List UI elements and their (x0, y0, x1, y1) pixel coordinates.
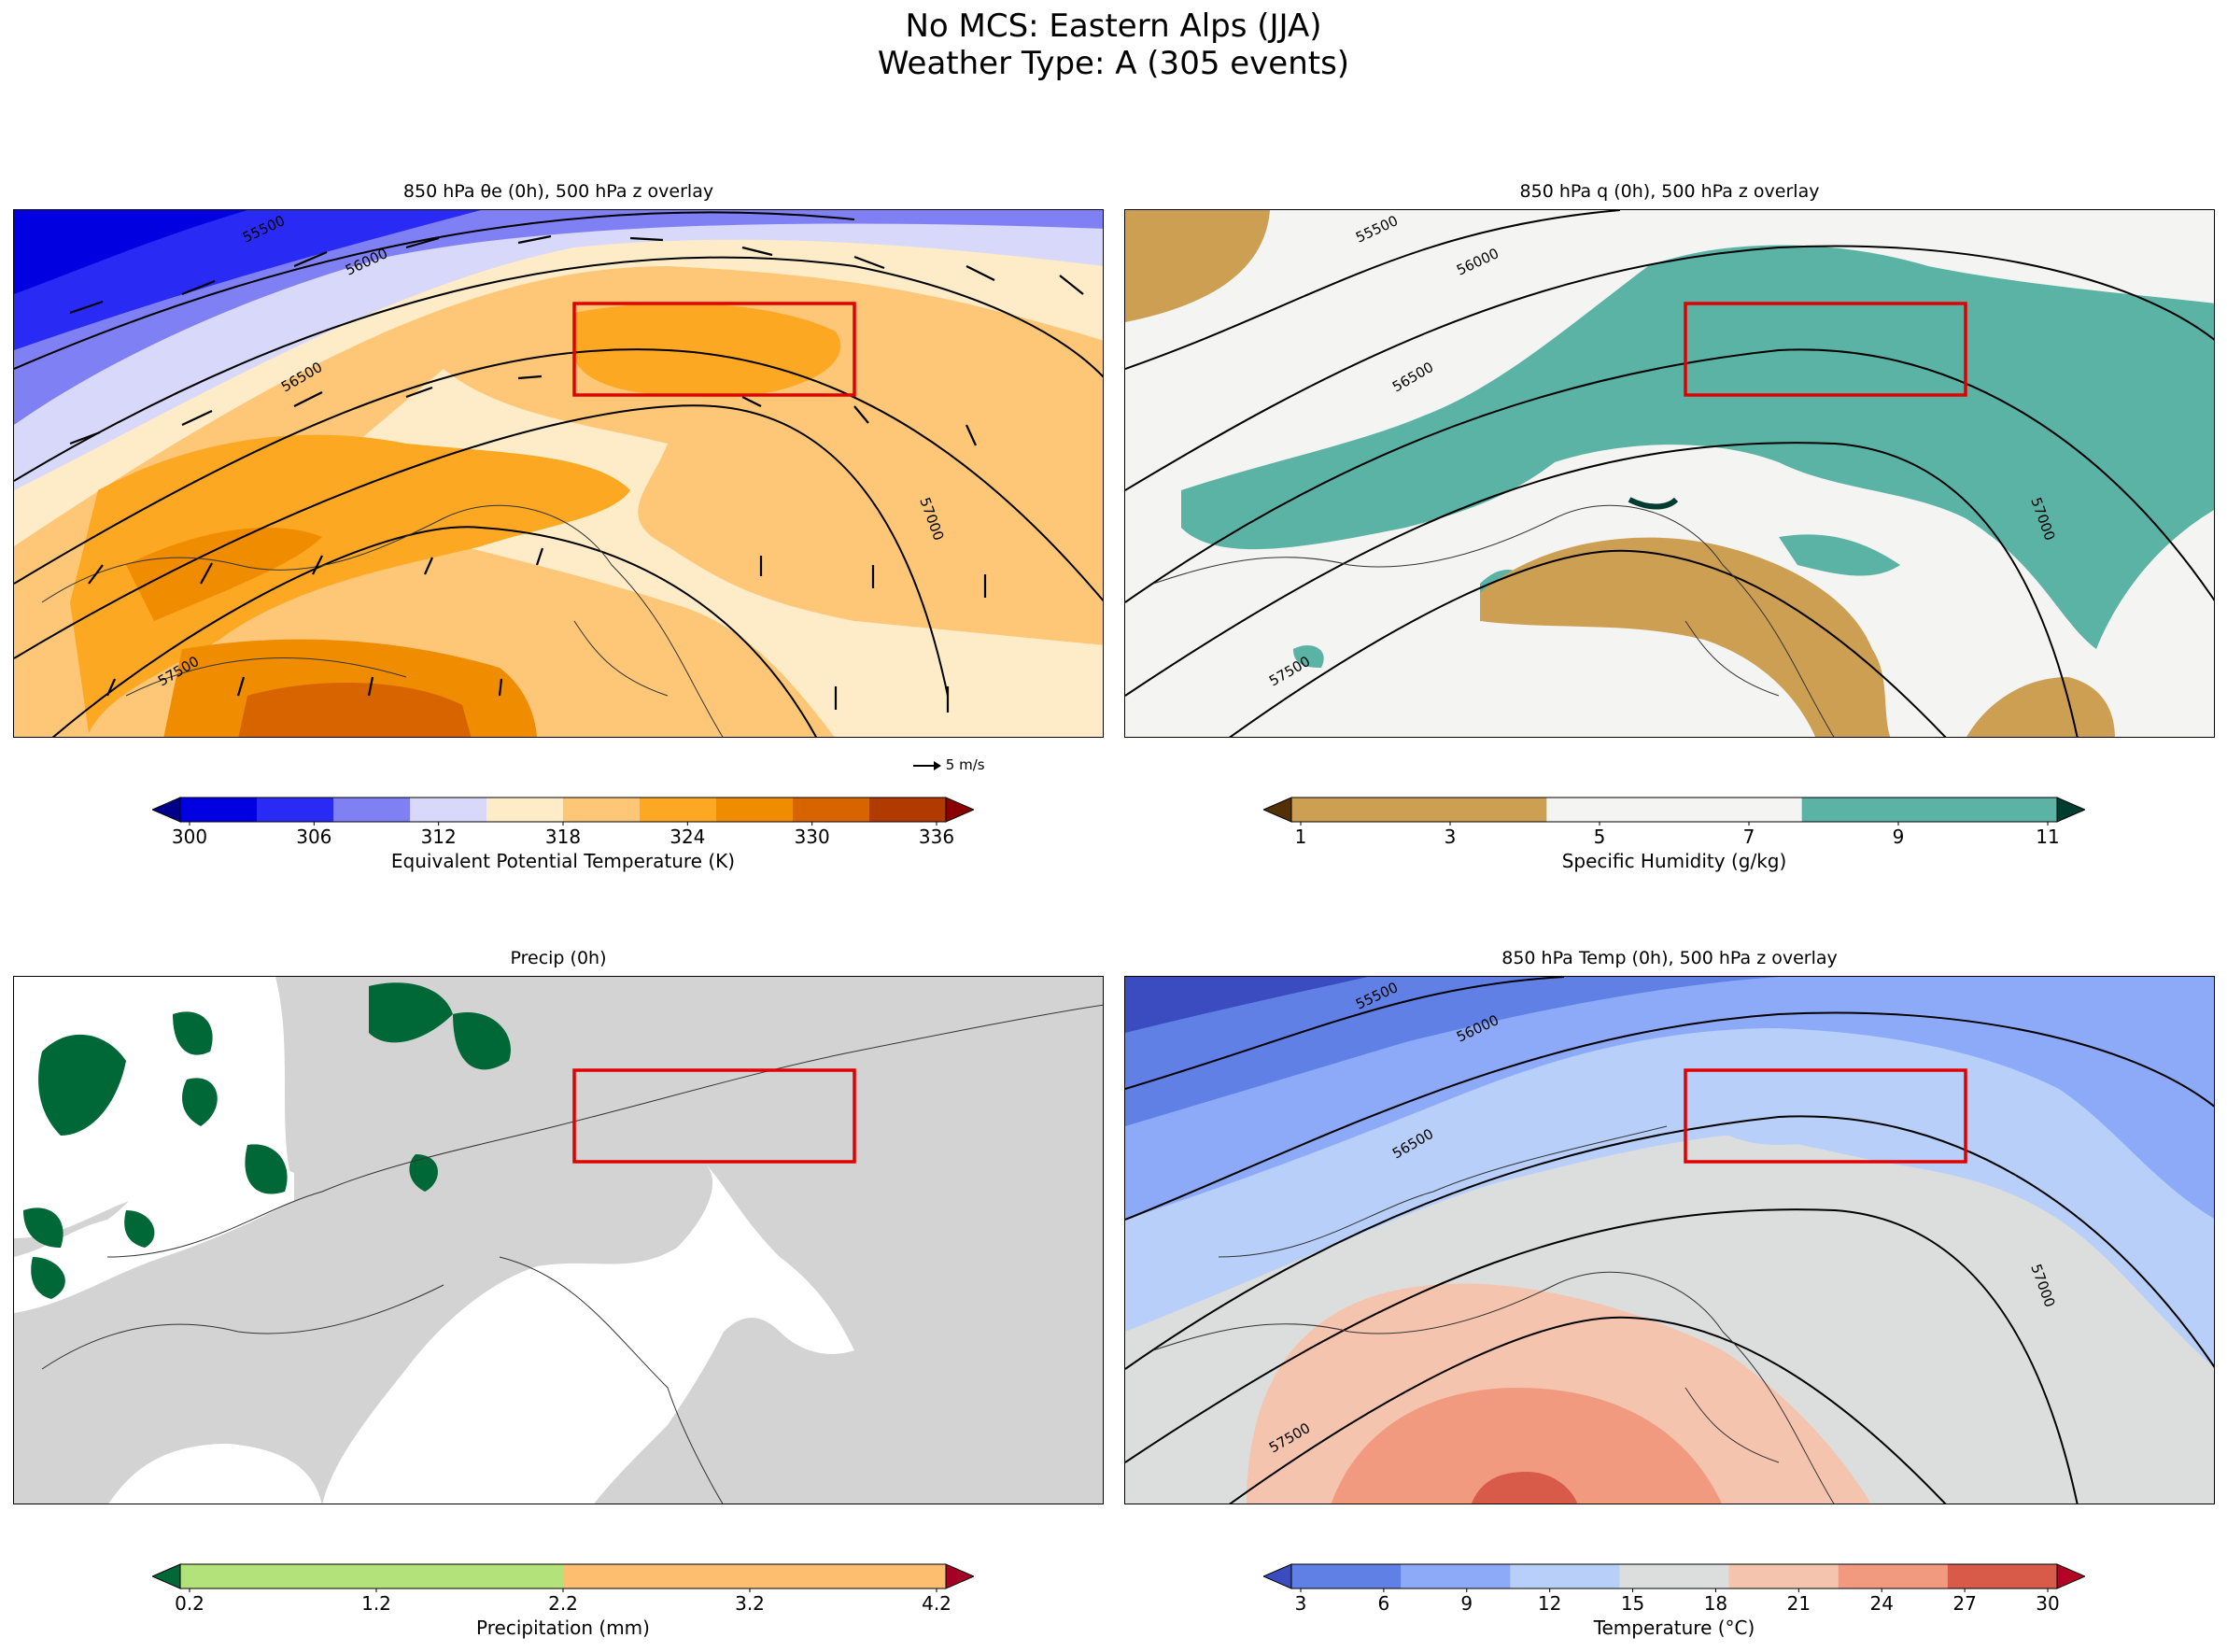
figure-title-line1: No MCS: Eastern Alps (JJA) (905, 7, 1322, 45)
colorbar-tick-label: 4.2 (922, 1592, 951, 1615)
colorbar-q: 1 3 5 7 9 11 (1261, 794, 2087, 850)
colorbar-segment (486, 798, 564, 822)
colorbar-tick-label: 27 (1952, 1592, 1977, 1615)
colorbar-tick-label: 9 (1460, 1592, 1473, 1615)
colorbar-frame (1290, 797, 2058, 823)
colorbar-segment (257, 798, 334, 822)
colorbar-segment (1291, 1564, 1402, 1588)
colorbar-theta-e: 300 306 312 318 324 330 336 (150, 794, 976, 850)
colorbar-extend-low (150, 1563, 181, 1589)
colorbar-tick-label: 6 (1377, 1592, 1390, 1615)
colorbar-tick-label: 21 (1786, 1592, 1811, 1615)
colorbar-segment (563, 1564, 947, 1588)
colorbar-tick-label: 24 (1869, 1592, 1894, 1615)
colorbar-segment (869, 798, 947, 822)
colorbar-tick-label: 318 (544, 826, 582, 848)
colorbar-tick-label: 9 (1892, 826, 1905, 848)
colorbar-tick-label: 324 (670, 826, 706, 848)
colorbar-tick-label: 5 (1593, 826, 1606, 848)
panel-title-theta-e: 850 hPa θe (0h), 500 hPa z overlay (402, 181, 714, 202)
map-temp: 55500 56000 56500 57000 57500 (1124, 976, 2215, 1504)
figure-title-line2: Weather Type: A (305 events) (877, 45, 1350, 82)
colorbar-extend-high (2056, 797, 2087, 823)
colorbar-segment (180, 1564, 564, 1588)
colorbar-tick-label: 3 (1294, 1592, 1307, 1615)
colorbar-tick-label: 18 (1703, 1592, 1728, 1615)
colorbar-tick-label: 11 (2036, 826, 2060, 848)
colorbar-segment (180, 798, 258, 822)
colorbar-precip: 0.2 1.2 2.2 3.2 4.2 (150, 1560, 976, 1617)
colorbar-segment (333, 798, 411, 822)
colorbar-tick-label: 1 (1294, 826, 1307, 848)
colorbar-segment (1291, 798, 1547, 822)
colorbar-label-precip: Precipitation (mm) (476, 1617, 650, 1639)
colorbar-extend-low (1261, 1563, 1292, 1589)
colorbar-segment (1801, 798, 2058, 822)
colorbar-tick-label: 330 (794, 826, 830, 848)
colorbar-tick-label: 3.2 (735, 1592, 765, 1615)
colorbar-extend-high (2056, 1563, 2087, 1589)
colorbar-extend-high (945, 797, 976, 823)
colorbar-segment (793, 798, 870, 822)
colorbar-extend-low (150, 797, 181, 823)
colorbar-frame (1290, 1563, 2058, 1589)
colorbar-tick-label: 306 (296, 826, 332, 848)
colorbar-extend-low (1261, 797, 1292, 823)
colorbar-tick-label: 3 (1444, 826, 1457, 848)
colorbar-segment (1947, 1564, 2058, 1588)
map-q: 55500 56000 56500 57000 57500 (1124, 209, 2215, 738)
colorbar-label-theta-e: Equivalent Potential Temperature (K) (390, 850, 736, 872)
colorbar-segment (1619, 1564, 1730, 1588)
panel-title-temp: 850 hPa Temp (0h), 500 hPa z overlay (1501, 948, 1838, 968)
colorbar-segment (1728, 1564, 1839, 1588)
colorbar-tick-label: 312 (420, 826, 457, 848)
quiver-key: 5 m/s (913, 756, 985, 773)
colorbar-segment (1838, 1564, 1949, 1588)
colorbar-segment (716, 798, 794, 822)
colorbar-tick-label: 300 (171, 826, 208, 848)
colorbar-tick-label: 0.2 (175, 1592, 204, 1615)
colorbar-segment (410, 798, 487, 822)
colorbar-tick-label: 30 (2036, 1592, 2060, 1615)
colorbar-segment (1401, 1564, 1511, 1588)
panel-title-q: 850 hPa q (0h), 500 hPa z overlay (1519, 181, 1820, 202)
colorbar-tick-label: 1.2 (361, 1592, 391, 1615)
colorbar-segment (640, 798, 717, 822)
colorbar-segment (563, 798, 641, 822)
colorbar-tick-label: 7 (1742, 826, 1755, 848)
colorbar-extend-high (945, 1563, 976, 1589)
colorbar-temp: 3 6 9 12 15 18 21 24 27 30 (1261, 1560, 2087, 1617)
colorbar-tick-label: 2.2 (548, 1592, 578, 1615)
map-precip (13, 976, 1104, 1504)
colorbar-tick-label: 15 (1620, 1592, 1645, 1615)
colorbar-segment (1510, 1564, 1620, 1588)
map-theta-e: 55500 56000 56500 57000 57500 (13, 209, 1104, 738)
quiver-key-label: 5 m/s (945, 756, 985, 773)
colorbar-label-temp: Temperature (°C) (1593, 1617, 1755, 1639)
colorbar-label-q: Specific Humidity (g/kg) (1561, 850, 1787, 872)
colorbar-segment (1546, 798, 1803, 822)
panel-title-precip: Precip (0h) (510, 948, 607, 968)
colorbar-tick-label: 12 (1537, 1592, 1562, 1615)
colorbar-tick-label: 336 (918, 826, 955, 848)
